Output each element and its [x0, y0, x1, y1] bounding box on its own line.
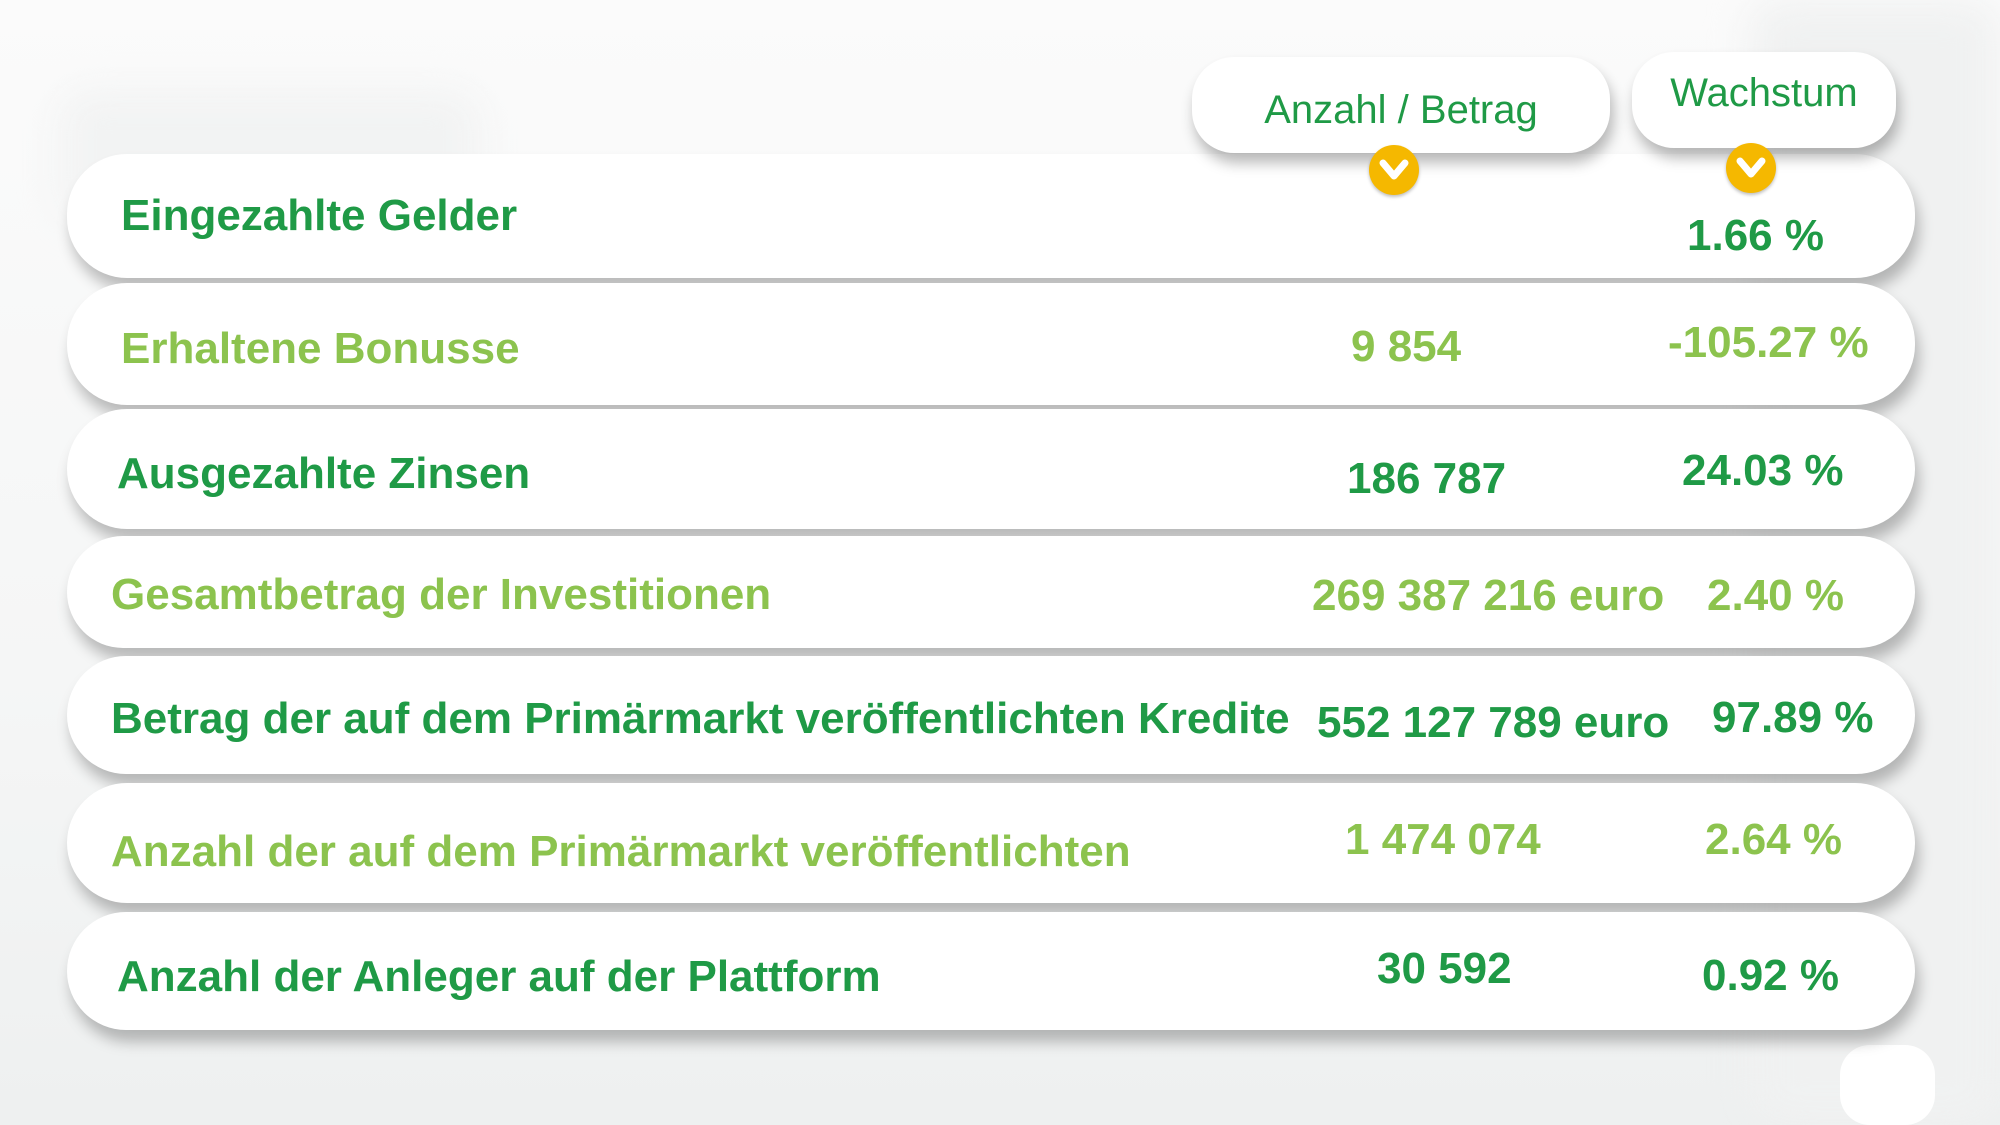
row-value: 30 592 — [1377, 944, 1512, 993]
row-label: Gesamtbetrag der Investitionen — [111, 570, 772, 619]
background-patch — [1840, 1045, 1935, 1125]
row-label: Anzahl der auf dem Primärmarkt veröffent… — [111, 827, 1131, 876]
chevron-down-icon — [1726, 143, 1776, 193]
row-label: Anzahl der Anleger auf der Plattform — [117, 952, 881, 1001]
row-label: Eingezahlte Gelder — [121, 191, 518, 240]
stat-row-deposited-funds: Eingezahlte Gelder 1.66 % — [67, 154, 1915, 278]
row-value: 269 387 216 euro — [1312, 571, 1665, 620]
stat-row-primary-market-loans-count: Anzahl der auf dem Primärmarkt veröffent… — [67, 783, 1915, 903]
row-growth: 97.89 % — [1712, 693, 1874, 742]
row-growth: 24.03 % — [1682, 446, 1844, 495]
row-value: 186 787 — [1347, 454, 1507, 503]
row-growth: 0.92 % — [1702, 951, 1839, 1000]
stat-row-investors-count: Anzahl der Anleger auf der Plattform 30 … — [67, 912, 1915, 1030]
stat-row-received-bonuses: Erhaltene Bonusse 9 854 -105.27 % — [67, 283, 1915, 405]
row-value: 552 127 789 euro — [1317, 698, 1670, 747]
chevron-down-icon — [1369, 145, 1419, 195]
row-value: 1 474 074 — [1345, 815, 1541, 864]
row-growth: 1.66 % — [1687, 211, 1824, 260]
stat-row-total-investments: Gesamtbetrag der Investitionen 269 387 2… — [67, 536, 1915, 648]
row-label: Ausgezahlte Zinsen — [117, 449, 531, 498]
stat-row-paid-interest: Ausgezahlte Zinsen 186 787 24.03 % — [67, 409, 1915, 529]
row-growth: 2.64 % — [1705, 815, 1842, 864]
row-label: Erhaltene Bonusse — [121, 324, 520, 373]
column-header-growth: Wachstum — [1632, 52, 1896, 148]
column-header-growth-label: Wachstum — [1670, 70, 1858, 115]
stat-row-primary-market-loans-amount: Betrag der auf dem Primärmarkt veröffent… — [67, 656, 1915, 774]
row-label: Betrag der auf dem Primärmarkt veröffent… — [111, 694, 1290, 743]
row-growth: 2.40 % — [1707, 571, 1844, 620]
column-header-count-label: Anzahl / Betrag — [1264, 87, 1538, 132]
row-value: 9 854 — [1351, 322, 1462, 371]
row-growth: -105.27 % — [1668, 318, 1869, 367]
column-header-count: Anzahl / Betrag — [1192, 57, 1610, 153]
